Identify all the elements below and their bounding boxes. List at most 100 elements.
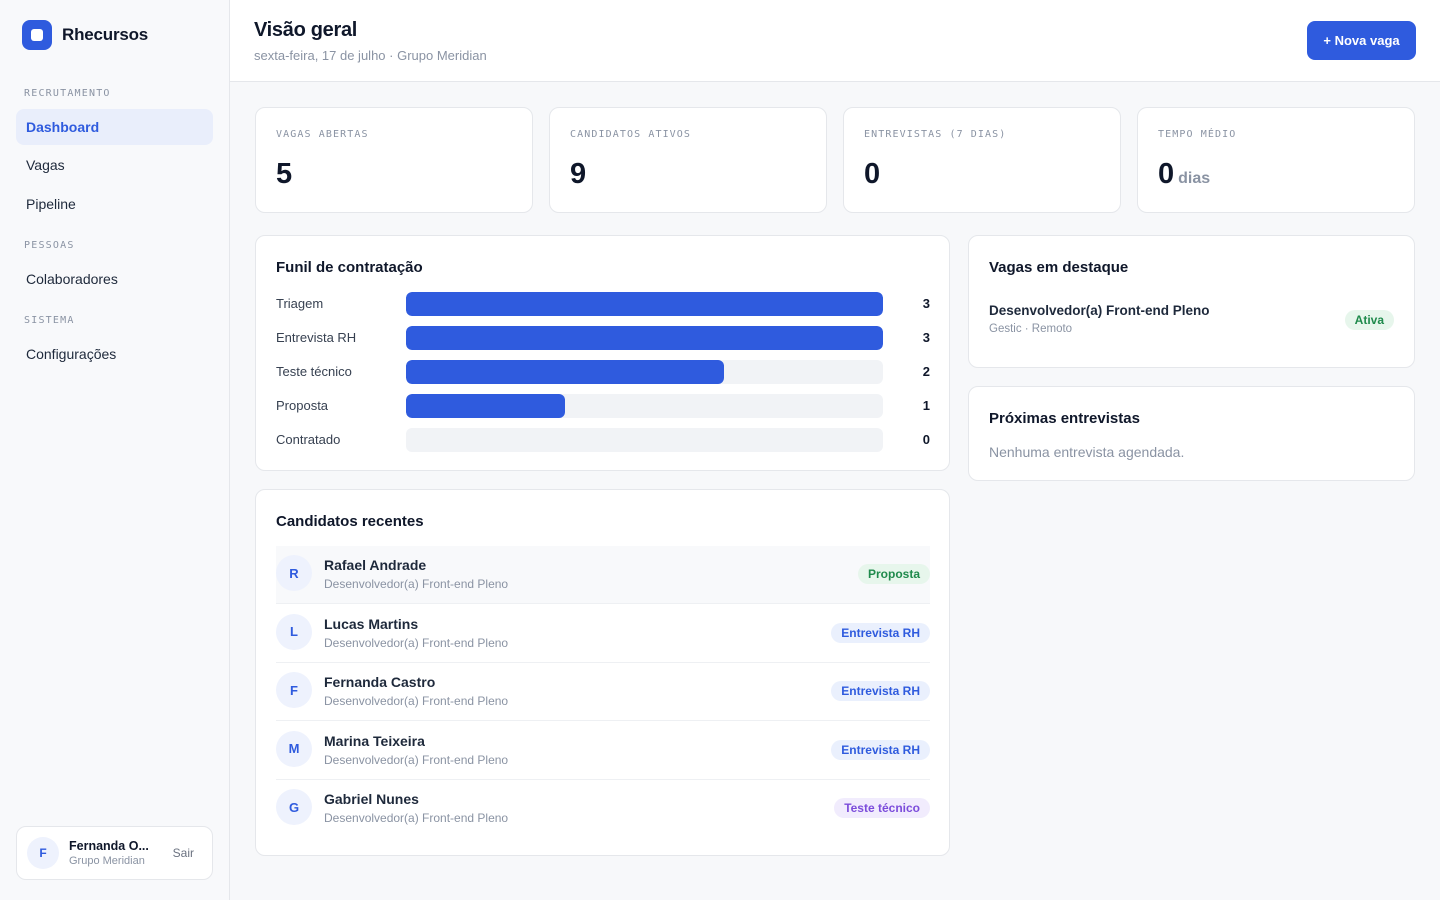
candidate-name: Fernanda Castro bbox=[324, 674, 436, 691]
empty-state-text: Nenhuma entrevista agendada. bbox=[989, 444, 1185, 460]
candidate-role: Desenvolvedor(a) Front-end Pleno bbox=[324, 752, 509, 767]
stage-badge: Teste técnico bbox=[834, 798, 930, 819]
new-job-button[interactable]: + Nova vaga bbox=[1307, 21, 1416, 60]
nav-section-recrutamento: RECRUTAMENTO bbox=[24, 88, 111, 99]
job-meta: Gestic · Remoto bbox=[989, 323, 1073, 335]
funnel-row: Triagem 3 bbox=[276, 292, 930, 316]
page-subtitle: sexta-feira, 17 de julho · Grupo Meridia… bbox=[254, 48, 487, 63]
candidate-name: Lucas Martins bbox=[324, 615, 419, 632]
funnel-stage-label: Triagem bbox=[276, 296, 324, 311]
funnel-stage-label: Proposta bbox=[276, 398, 329, 413]
funnel-stage-count: 2 bbox=[922, 364, 930, 379]
stat-card-vagas-abertas: VAGAS ABERTAS 5 bbox=[255, 107, 533, 213]
stat-value: 0 bbox=[864, 158, 881, 190]
funnel-stage-label: Teste técnico bbox=[276, 364, 352, 379]
upcoming-interviews-panel: Próximas entrevistas Nenhuma entrevista … bbox=[968, 386, 1415, 481]
recent-candidates-panel: Candidatos recentes R Rafael Andrade Desen… bbox=[255, 489, 950, 856]
avatar: F bbox=[276, 672, 312, 709]
sidebar-item-label: Vagas bbox=[26, 157, 65, 173]
sidebar: Rhecursos RECRUTAMENTO Dashboard Vagas P… bbox=[0, 0, 230, 900]
user-name: Fernanda O... bbox=[69, 839, 149, 853]
funnel-stage-count: 1 bbox=[922, 398, 930, 413]
funnel-bar-track bbox=[406, 394, 883, 418]
candidate-row[interactable]: L Lucas Martins Desenvolvedor(a) Front-end… bbox=[276, 605, 930, 663]
stage-badge: Entrevista RH bbox=[831, 681, 930, 702]
stat-value: 9 bbox=[570, 158, 587, 190]
candidate-name: Rafael Andrade bbox=[324, 557, 427, 573]
candidate-role: Desenvolvedor(a) Front-end Pleno bbox=[324, 635, 509, 650]
user-org: Grupo Meridian bbox=[69, 855, 145, 867]
stat-card-tempo-medio: TEMPO MÉDIO 0 dias bbox=[1137, 107, 1415, 213]
funnel-panel: Funil de contratação Triagem 3 Entrevista … bbox=[255, 235, 950, 471]
brand-logo-icon bbox=[22, 20, 52, 50]
candidate-name: Marina Teixeira bbox=[324, 732, 425, 749]
funnel-bar-track bbox=[406, 428, 883, 452]
funnel-row: Proposta 1 bbox=[276, 394, 930, 418]
sidebar-item-label: Pipeline bbox=[26, 196, 76, 212]
stat-value: 0 dias bbox=[1158, 158, 1211, 190]
funnel-row: Entrevista RH 3 bbox=[276, 326, 930, 350]
candidate-role: Desenvolvedor(a) Front-end Pleno bbox=[324, 811, 509, 826]
funnel-bar bbox=[406, 326, 883, 350]
funnel-bar bbox=[406, 394, 565, 418]
avatar: F bbox=[27, 837, 59, 869]
sidebar-item-pipeline[interactable]: Pipeline bbox=[16, 186, 213, 222]
status-badge: Ativa bbox=[1344, 310, 1394, 330]
user-card: F Fernanda O... Grupo Meridian Sair bbox=[16, 826, 213, 880]
stat-card-candidatos-ativos: CANDIDATOS ATIVOS 9 bbox=[549, 107, 827, 213]
sidebar-item-dashboard[interactable]: Dashboard bbox=[16, 109, 213, 145]
candidate-row[interactable]: G Gabriel Nunes Desenvolvedor(a) Front-end… bbox=[276, 780, 930, 838]
stage-badge: Entrevista RH bbox=[831, 622, 930, 643]
job-title: Desenvolvedor(a) Front-end Pleno bbox=[989, 303, 1210, 318]
funnel-bar-track bbox=[406, 360, 883, 384]
avatar: R bbox=[276, 555, 312, 591]
funnel-row: Teste técnico 2 bbox=[276, 360, 930, 384]
funnel-row: Contratado 0 bbox=[276, 428, 930, 452]
funnel-stage-count: 3 bbox=[922, 330, 930, 345]
sidebar-item-vagas[interactable]: Vagas bbox=[16, 147, 213, 183]
candidate-row[interactable]: M Marina Teixeira Desenvolvedor(a) Front-e… bbox=[276, 722, 930, 780]
funnel-bar-track bbox=[406, 326, 883, 350]
candidate-row[interactable]: F Fernanda Castro Desenvolvedor(a) Front-e… bbox=[276, 663, 930, 722]
stage-badge: Entrevista RH bbox=[831, 739, 930, 760]
page-header: Visão geral sexta-feira, 17 de julho · G… bbox=[230, 0, 1440, 82]
funnel-bar bbox=[406, 292, 883, 316]
brand-name: Rhecursos bbox=[62, 25, 149, 44]
nav-section-sistema: SISTEMA bbox=[24, 315, 75, 326]
funnel-stage-count: 0 bbox=[922, 432, 930, 447]
stat-label: VAGAS ABERTAS bbox=[276, 129, 369, 140]
recent-candidates-title: Candidatos recentes bbox=[276, 513, 424, 530]
candidate-row[interactable]: R Rafael Andrade Desenvolvedor(a) Front-en… bbox=[276, 546, 930, 604]
funnel-bar-track bbox=[406, 292, 883, 316]
candidate-role: Desenvolvedor(a) Front-end Pleno bbox=[324, 694, 509, 709]
stage-badge: Proposta bbox=[857, 564, 930, 584]
stat-label: CANDIDATOS ATIVOS bbox=[570, 129, 692, 140]
brand[interactable]: Rhecursos bbox=[22, 20, 148, 50]
avatar: L bbox=[276, 613, 312, 650]
sidebar-item-label: Colaboradores bbox=[26, 271, 118, 287]
nav-section-pessoas: PESSOAS bbox=[24, 240, 75, 251]
featured-jobs-title: Vagas em destaque bbox=[989, 259, 1129, 276]
sidebar-item-label: Configurações bbox=[26, 346, 117, 362]
avatar: M bbox=[276, 730, 312, 767]
funnel-stage-label: Entrevista RH bbox=[276, 330, 357, 345]
candidate-role: Desenvolvedor(a) Front-end Pleno bbox=[324, 577, 509, 591]
avatar: G bbox=[276, 789, 312, 826]
sidebar-item-configuracoes[interactable]: Configurações bbox=[16, 336, 213, 372]
funnel-stage-count: 3 bbox=[922, 296, 930, 311]
candidate-name: Gabriel Nunes bbox=[324, 791, 419, 808]
stat-card-entrevistas: ENTREVISTAS (7 DIAS) 0 bbox=[843, 107, 1121, 213]
logout-button[interactable]: Sair bbox=[172, 846, 194, 860]
page-title: Visão geral bbox=[254, 19, 358, 41]
funnel-title: Funil de contratação bbox=[276, 259, 423, 276]
stat-unit: dias bbox=[1178, 170, 1211, 187]
stat-label: TEMPO MÉDIO bbox=[1158, 129, 1237, 140]
stat-value: 5 bbox=[276, 158, 293, 190]
stat-label: ENTREVISTAS (7 DIAS) bbox=[864, 129, 1007, 140]
sidebar-item-label: Dashboard bbox=[26, 119, 100, 135]
sidebar-item-colaboradores[interactable]: Colaboradores bbox=[16, 261, 213, 297]
upcoming-interviews-title: Próximas entrevistas bbox=[989, 410, 1140, 427]
funnel-bar bbox=[406, 360, 724, 384]
featured-jobs-panel: Vagas em destaque Desenvolvedor(a) Front… bbox=[968, 235, 1415, 368]
funnel-stage-label: Contratado bbox=[276, 432, 341, 447]
